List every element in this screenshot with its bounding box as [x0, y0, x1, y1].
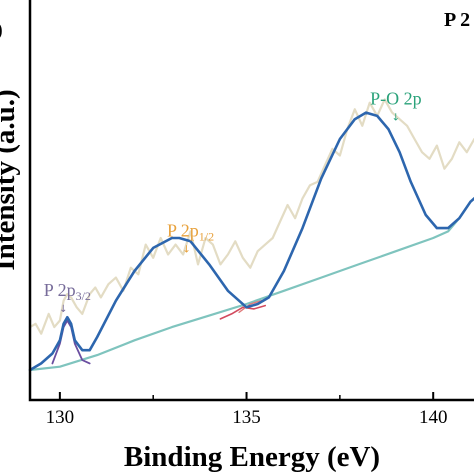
panel-label: P 2	[444, 9, 470, 31]
annotation-arrow-po: ↓	[392, 112, 400, 123]
series-background-line	[28, 197, 474, 372]
series-peak-p12-line	[219, 304, 266, 320]
series-peak-po-line	[238, 300, 263, 313]
x-tick-label: 140	[419, 407, 448, 428]
x-tick-label: 135	[232, 407, 261, 428]
plot-frame	[28, 0, 474, 402]
x-axis-title: Binding Energy (eV)	[124, 441, 380, 473]
series-raw-line	[28, 98, 474, 335]
annotation-p32: P 2p3/2	[44, 280, 91, 303]
y-axis-title: Intensity (a.u.)	[0, 89, 21, 270]
x-tick-label: 130	[46, 407, 75, 428]
annotations: P 2p3/2↓P 2p1/2↓P-O 2p↓	[44, 88, 422, 314]
series-fit-line	[28, 111, 474, 372]
annotation-p12: P 2p1/2	[167, 220, 214, 243]
annotation-arrow-p12: ↓	[182, 244, 190, 255]
series-layer	[28, 98, 474, 372]
annotation-arrow-p32: ↓	[59, 304, 67, 315]
x-ticks: 130 135 140	[46, 392, 448, 428]
annotation-po: P-O 2p	[370, 88, 422, 108]
panel-label-left: )	[0, 19, 3, 41]
